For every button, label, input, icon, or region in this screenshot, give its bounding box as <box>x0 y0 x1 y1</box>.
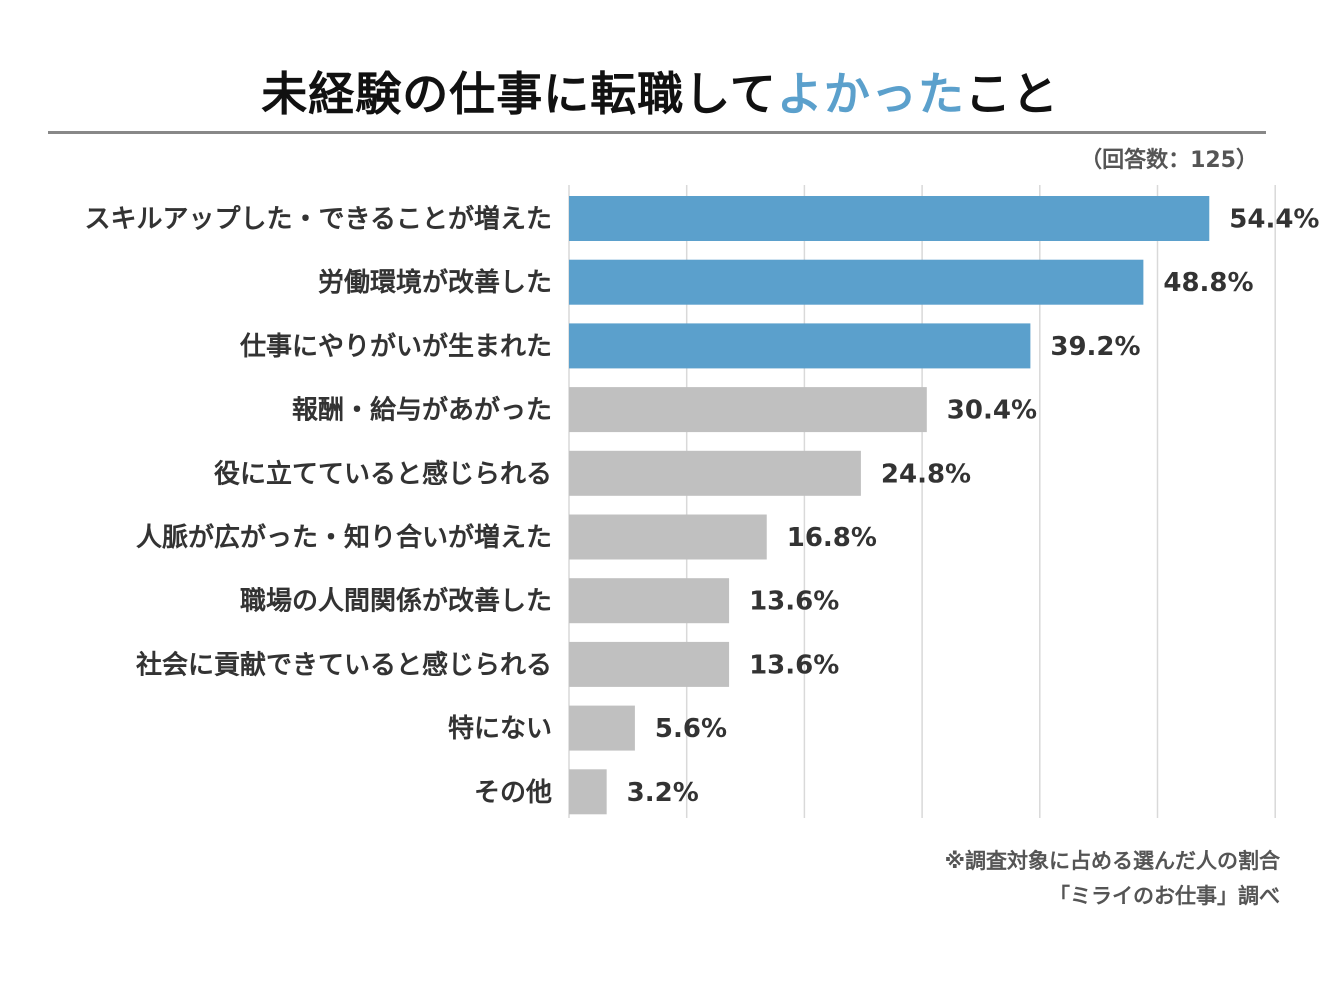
value-label: 54.4% <box>1229 205 1319 235</box>
category-label: 職場の人間関係が改善した <box>240 586 552 617</box>
category-label: スキルアップした・できることが増えた <box>85 204 552 235</box>
bar <box>569 387 927 433</box>
title-main: 未経験の仕事に転職して <box>261 67 777 121</box>
bar <box>569 514 767 560</box>
title-divider <box>48 131 1266 134</box>
value-label: 24.8% <box>881 459 971 489</box>
value-label: 39.2% <box>1050 332 1140 362</box>
category-label: 報酬・給与があがった <box>292 395 552 426</box>
category-label: 仕事にやりがいが生まれた <box>239 331 552 362</box>
bar <box>569 259 1144 305</box>
bar <box>569 641 730 687</box>
value-label: 48.8% <box>1163 268 1253 298</box>
value-label: 16.8% <box>787 523 877 553</box>
chart-title: 未経験の仕事に転職してよかったこと <box>0 58 1320 124</box>
category-label: 特にない <box>448 713 552 744</box>
bar <box>569 196 1210 241</box>
title-accent: よかった <box>776 67 965 121</box>
bar <box>569 450 861 496</box>
value-label: 13.6% <box>749 587 839 617</box>
bar <box>569 705 635 751</box>
category-label: 人脈が広がった・知り合いが増えた <box>136 522 552 553</box>
value-label: 5.6% <box>655 714 727 744</box>
category-label: 労働環境が改善した <box>318 267 552 298</box>
source-note: 「ミライのお仕事」調べ <box>1049 884 1280 908</box>
bar <box>569 769 607 815</box>
bar <box>569 323 1031 369</box>
respondent-count: （回答数：125） <box>1080 148 1258 173</box>
category-label: 社会に貢献できていると感じられる <box>136 649 552 680</box>
bar <box>569 578 730 624</box>
value-label: 30.4% <box>947 396 1037 426</box>
value-label: 13.6% <box>749 650 839 680</box>
title-tail: こと <box>964 67 1059 121</box>
category-label: その他 <box>474 778 552 808</box>
value-label: 3.2% <box>627 778 699 808</box>
footnote: ※調査対象に占める選んだ人の割合 <box>944 849 1280 873</box>
category-label: 役に立てていると感じられる <box>214 458 552 489</box>
